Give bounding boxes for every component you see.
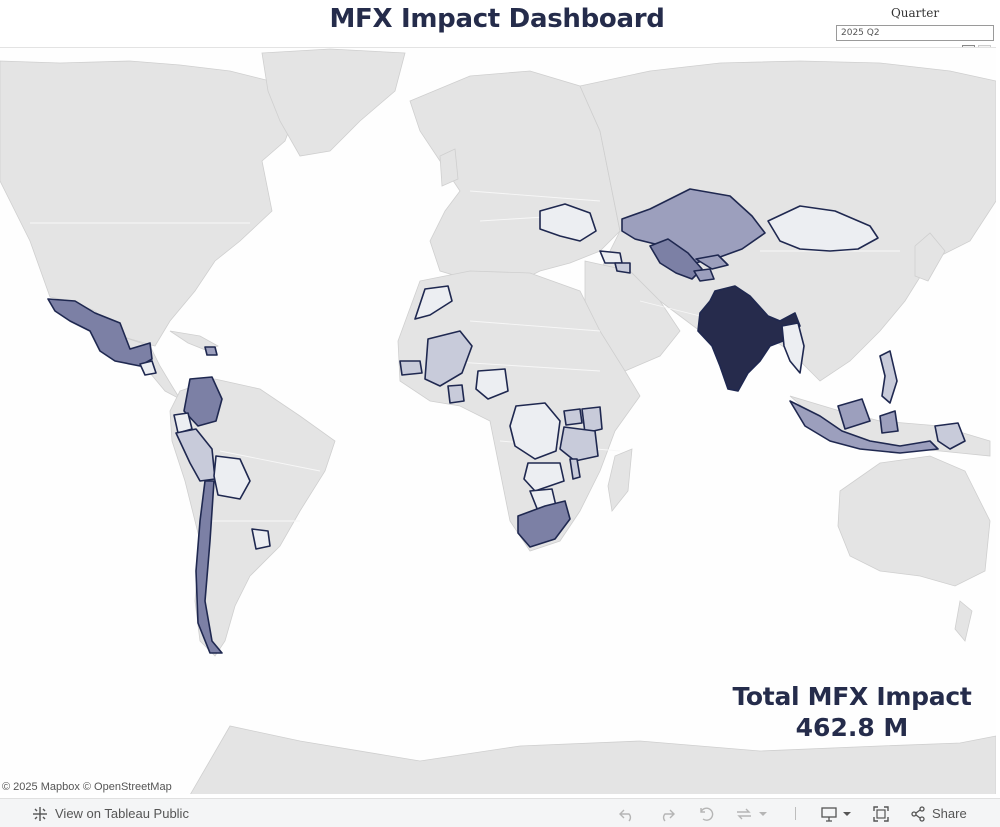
country-morocco[interactable] (414, 285, 453, 320)
land-antarctica (190, 725, 996, 794)
share-icon (910, 805, 926, 822)
country-mongolia[interactable] (767, 205, 879, 252)
land-australia (837, 455, 991, 587)
quarter-filter-label: Quarter (890, 6, 940, 20)
country-chile[interactable] (195, 480, 223, 654)
land-madagascar (607, 448, 633, 512)
country-tajikistan[interactable] (693, 268, 715, 282)
country-nigeria[interactable] (475, 368, 509, 400)
redo-icon[interactable] (658, 799, 676, 827)
page-title: MFX Impact Dashboard (329, 4, 665, 34)
country-philippines[interactable] (879, 350, 898, 404)
country-ghana[interactable] (447, 384, 465, 404)
country-ukraine[interactable] (539, 203, 597, 242)
country-indonesia[interactable] (789, 398, 939, 454)
country-dominican-republic[interactable] (204, 346, 218, 356)
view-on-public-button[interactable]: View on Tableau Public (32, 799, 189, 827)
land-japan (914, 232, 946, 282)
map-attribution[interactable]: © 2025 Mapbox © OpenStreetMap (2, 781, 172, 793)
country-paraguay[interactable] (251, 528, 271, 550)
country-senegal[interactable] (399, 360, 423, 376)
land-greenland (261, 48, 406, 157)
toolbar-separator (795, 807, 796, 820)
country-zambia[interactable] (523, 462, 565, 492)
kpi-card: Total MFX Impact 462.8 M (724, 682, 980, 742)
country-mali[interactable] (424, 330, 473, 387)
revert-icon[interactable] (697, 799, 715, 827)
world-map[interactable]: © 2025 Mapbox © OpenStreetMap (0, 47, 996, 794)
country-india[interactable] (697, 285, 801, 392)
country-georgia[interactable] (599, 250, 623, 264)
country-south-africa[interactable] (517, 500, 571, 548)
country-guatemala[interactable] (139, 360, 157, 376)
share-label: Share (932, 806, 967, 821)
country-colombia[interactable] (183, 376, 223, 427)
country-drc[interactable] (509, 402, 561, 460)
refresh-icon[interactable] (735, 799, 769, 827)
land-uk (439, 148, 459, 187)
map-canvas (0, 48, 996, 794)
land-north-america (0, 60, 301, 347)
share-button[interactable]: Share (910, 799, 967, 827)
country-layer (47, 188, 966, 654)
view-on-public-label: View on Tableau Public (55, 806, 189, 821)
kpi-value: 462.8 M (795, 713, 909, 742)
quarter-filter-select[interactable]: 2025 Q2 (836, 25, 994, 41)
kpi-label: Total MFX Impact (732, 682, 972, 711)
tableau-logo-icon (32, 806, 48, 822)
country-kyrgyzstan[interactable] (695, 254, 729, 270)
land-new-zealand (954, 600, 973, 642)
country-tanzania[interactable] (559, 426, 599, 462)
fullscreen-icon[interactable] (872, 799, 890, 827)
country-uganda[interactable] (563, 408, 583, 426)
download-icon[interactable] (821, 799, 853, 827)
country-papua-new-guinea[interactable] (934, 422, 966, 450)
undo-icon[interactable] (618, 799, 636, 827)
country-malawi[interactable] (569, 458, 581, 480)
country-bolivia[interactable] (213, 455, 251, 500)
tableau-toolbar: View on Tableau Public Share (0, 798, 1000, 827)
country-myanmar[interactable] (781, 322, 805, 374)
country-armenia[interactable] (614, 262, 631, 274)
country-kenya[interactable] (581, 406, 603, 434)
